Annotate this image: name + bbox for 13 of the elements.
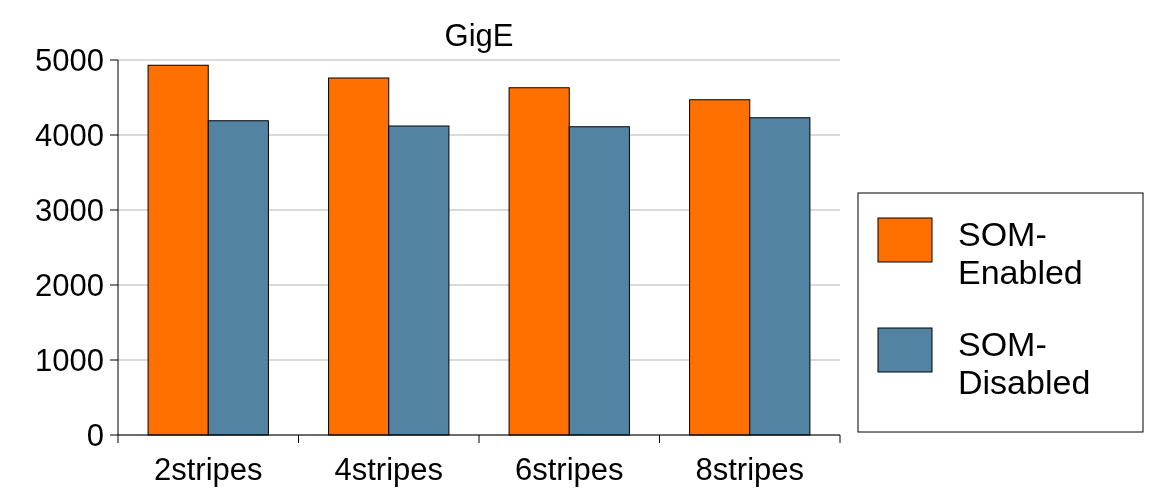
y-tick-label: 5000: [35, 42, 104, 78]
legend-label: SOM-Enabled: [958, 215, 1083, 291]
x-tick-label: 8stripes: [695, 452, 805, 487]
chart-title: GigE: [444, 18, 514, 53]
y-tick-label: 1000: [35, 342, 104, 378]
y-tick-label: 4000: [35, 117, 104, 153]
x-tick-label: 6stripes: [514, 452, 624, 487]
x-tick-label: 4stripes: [334, 452, 444, 487]
y-tick-label: 3000: [35, 192, 104, 228]
y-tick-label: 2000: [35, 267, 104, 303]
legend-label: SOM-Disabled: [958, 325, 1091, 401]
x-tick-label: 2stripes: [153, 452, 263, 487]
y-tick-label: 0: [86, 417, 104, 453]
